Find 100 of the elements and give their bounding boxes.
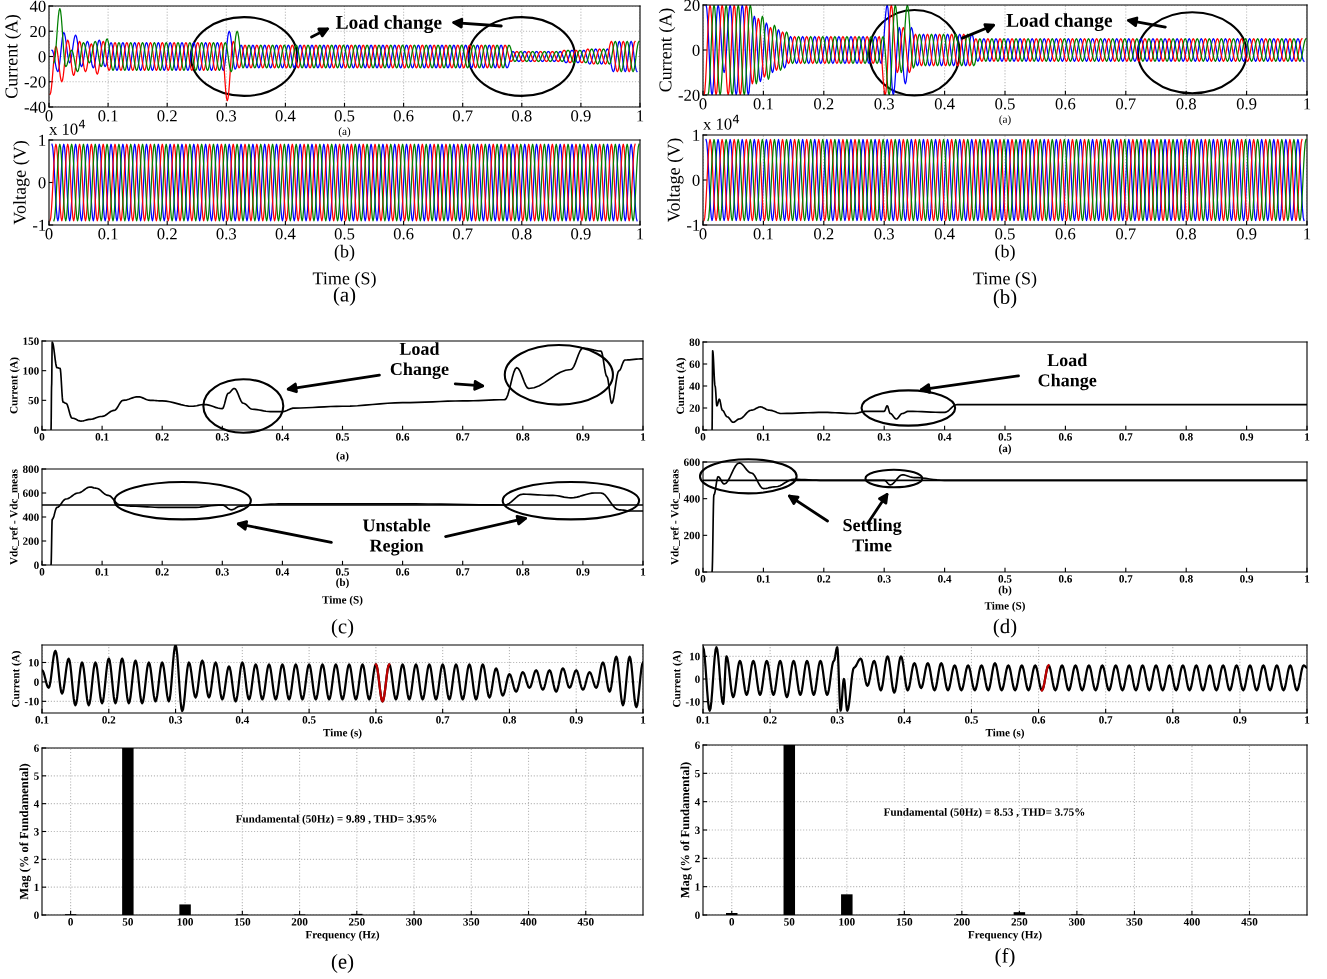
x-tick-label: 1 xyxy=(637,110,644,122)
x-tick-label: 0.7 xyxy=(456,433,470,441)
x-tick-label: 0.4 xyxy=(275,228,296,240)
x-axis-title: Frequency (Hz) xyxy=(305,930,380,941)
text: (e) xyxy=(331,953,354,973)
y-axis-title: Current (A) xyxy=(658,8,676,92)
x-tick-label: 0.3 xyxy=(215,433,229,441)
x-tick-label: 0.6 xyxy=(396,433,410,441)
x-axis-title: Time (S) xyxy=(984,601,1025,612)
x-tick-label: 0.1 xyxy=(98,110,118,122)
x-tick-label: 0.7 xyxy=(452,110,473,122)
x-tick-label: 1 xyxy=(1305,575,1310,583)
y-tick-label: 40 xyxy=(689,382,700,390)
x-tick-label: 0.1 xyxy=(753,228,773,240)
y-tick-label: 50 xyxy=(28,396,39,405)
x-tick-label: 300 xyxy=(1068,918,1085,926)
x-tick-label: 0.9 xyxy=(1236,98,1257,110)
x-tick-label: 0.9 xyxy=(1240,433,1254,441)
x-tick-label: 0.7 xyxy=(1116,98,1136,110)
y-tick-label: -1 xyxy=(686,219,700,231)
x-tick-label: 0.6 xyxy=(396,568,410,576)
x-tick-label: 0.1 xyxy=(98,228,118,240)
x-tick-label: 0.4 xyxy=(275,568,290,576)
x-tick-label: 0.3 xyxy=(215,568,229,576)
y-tick-label: 6 xyxy=(34,744,39,752)
x-tick-label: 0.5 xyxy=(334,110,355,122)
x-tick-label: 0.5 xyxy=(998,575,1012,583)
y-tick-label: 10 xyxy=(690,652,700,661)
y-tick-label: 0 xyxy=(695,426,700,434)
x-tick-label: 0.9 xyxy=(1236,228,1257,240)
x-tick-label: 0.4 xyxy=(934,228,955,240)
x-tick-label: 0.7 xyxy=(1099,716,1113,724)
text: (b) xyxy=(998,585,1012,596)
text: (b) xyxy=(993,289,1017,309)
y-axis-title: Voltage (V) xyxy=(667,138,684,222)
y-tick-label: 0 xyxy=(34,561,39,569)
x-tick-label: 0.5 xyxy=(334,228,355,240)
x-tick-label: 1 xyxy=(1305,433,1310,441)
y-axis-title: Voltage (V) xyxy=(13,141,30,225)
annotation: Fundamental (50Hz) = 9.89 , THD= 3.95% xyxy=(235,814,437,825)
x-tick-label: 1 xyxy=(1305,716,1310,724)
x-tick-label: 0.3 xyxy=(874,228,894,240)
y-axis-title: Vdc_ref - Vdc_meas xyxy=(9,469,19,565)
x-tick-label: 0.2 xyxy=(817,433,831,441)
x-tick-label: 0.8 xyxy=(1176,98,1196,110)
x-tick-label: 0 xyxy=(700,575,706,583)
y-tick-label: 1 xyxy=(693,129,700,141)
x-tick-label: 0.6 xyxy=(1032,716,1046,724)
x-tick-label: 0.6 xyxy=(393,110,414,122)
y-tick-label: 400 xyxy=(683,495,700,503)
y-tick-label: 20 xyxy=(30,25,46,38)
x-tick-label: 0.1 xyxy=(753,98,773,110)
x-tick-label: 0 xyxy=(700,433,706,441)
x-tick-label: 0.2 xyxy=(817,575,831,583)
x-axis-title: Time (s) xyxy=(985,728,1025,739)
y-axis-title: Mag (% of Fundamental) xyxy=(19,763,31,900)
x-tick-label: 250 xyxy=(1011,918,1028,926)
x-tick-label: 100 xyxy=(839,918,855,926)
y-tick-label: 6 xyxy=(695,741,700,749)
x-tick-label: 0.8 xyxy=(502,716,517,724)
x-tick-label: 450 xyxy=(1241,918,1258,926)
y-tick-label: 20 xyxy=(684,0,700,11)
annotation: Load Change xyxy=(1038,353,1097,391)
y-tick-label: -40 xyxy=(24,101,46,113)
y-axis-title: Vdc_ref - Vdc_meas xyxy=(670,469,680,565)
text: (f) xyxy=(995,947,1015,968)
x-tick-label: 0.3 xyxy=(830,716,844,724)
x-tick-label: 0.6 xyxy=(393,228,414,240)
y-tick-label: 4 xyxy=(694,798,701,806)
x-tick-label: 0.2 xyxy=(155,433,169,441)
y-axis-title: Current (A) xyxy=(672,651,683,707)
text: (d) xyxy=(993,618,1017,638)
y-tick-label: 0 xyxy=(34,911,39,919)
x-tick-label: 0.7 xyxy=(1119,575,1133,583)
text: (b) xyxy=(336,578,349,589)
x-tick-label: 0.4 xyxy=(275,110,296,122)
x-tick-label: 0.5 xyxy=(335,433,350,441)
x-tick-label: 1 xyxy=(641,433,646,441)
x-tick-label: 350 xyxy=(463,918,480,926)
text: (a) xyxy=(336,451,349,462)
x-tick-label: 0.5 xyxy=(302,716,316,724)
y-tick-label: 0 xyxy=(692,44,700,56)
x-tick-label: 0 xyxy=(729,918,735,926)
x-tick-label: 100 xyxy=(177,918,193,926)
x-tick-label: 0.5 xyxy=(995,98,1015,110)
x-tick-label: 0.9 xyxy=(569,716,583,724)
y-tick-label: 150 xyxy=(23,337,39,345)
x-tick-label: 450 xyxy=(577,918,594,926)
x-tick-label: 0.5 xyxy=(998,433,1012,441)
y-tick-label: -20 xyxy=(678,89,700,101)
annotation: Load Change xyxy=(390,342,449,379)
text: (b) xyxy=(995,244,1015,262)
x-tick-label: 0.6 xyxy=(369,716,383,724)
x-tick-label: 1 xyxy=(641,716,646,724)
text: (c) xyxy=(331,618,354,638)
y-tick-label: 0 xyxy=(38,51,46,63)
y-tick-label: 5 xyxy=(34,772,39,780)
y-tick-label: 20 xyxy=(689,404,700,412)
y-tick-label: 1 xyxy=(34,883,39,892)
x-tick-label: 0.1 xyxy=(35,716,49,724)
